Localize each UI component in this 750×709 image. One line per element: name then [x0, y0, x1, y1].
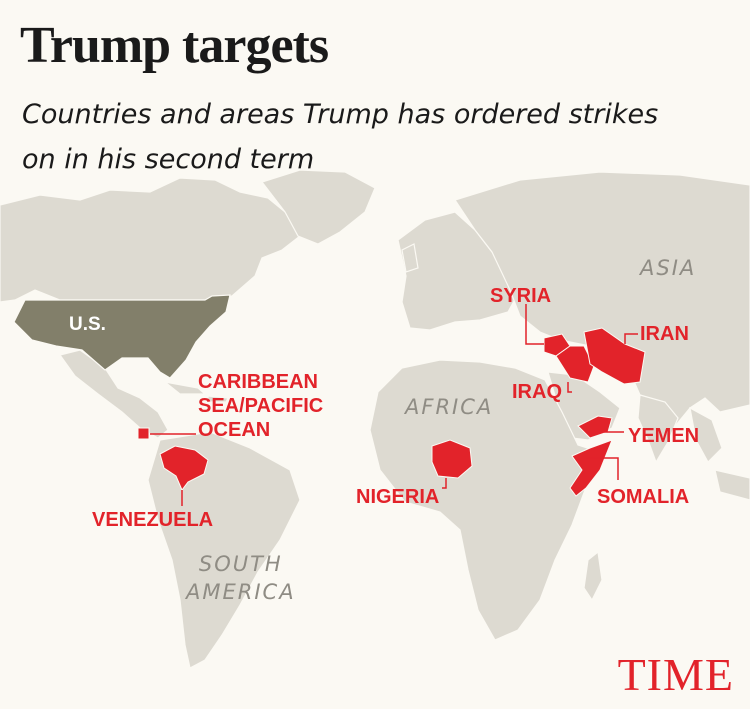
target-label-venezuela: VENEZUELA: [92, 509, 214, 531]
page-subtitle: Countries and areas Trump has ordered st…: [22, 99, 659, 175]
target-label-yemen: YEMEN: [628, 425, 700, 447]
region-label-south-america: SOUTH AMERICA: [186, 552, 296, 604]
iraq-leader: [567, 382, 572, 393]
target-label-nigeria: NIGERIA: [356, 486, 440, 508]
nigeria-shape: [431, 439, 473, 479]
land-greenland: [261, 169, 376, 245]
region-label-africa: AFRICA: [405, 395, 494, 419]
land-south-america: [147, 431, 301, 669]
target-label-iraq: IRAQ: [512, 381, 562, 403]
page-title: Trump targets: [20, 17, 329, 74]
land-caribbean: [164, 381, 229, 403]
time-logo: TIME: [617, 649, 734, 700]
us-shape: [13, 294, 231, 379]
land-europe: [397, 211, 521, 331]
us-label: U.S.: [69, 314, 106, 335]
target-label-caribbean: CARIBBEAN SEA/PACIFIC OCEAN: [198, 371, 324, 441]
target-label-somalia: SOMALIA: [597, 486, 690, 508]
iran-leader: [624, 333, 638, 344]
nigeria-leader: [442, 478, 447, 489]
iran-shape: [583, 327, 646, 385]
somalia-leader: [586, 457, 619, 480]
land-africa: [369, 359, 601, 641]
target-label-iran: IRAN: [640, 323, 689, 345]
somalia-shape: [569, 439, 613, 497]
land-madagascar: [583, 550, 603, 602]
venezuela-shape: [159, 445, 209, 491]
yemen-shape: [577, 415, 613, 439]
land-uk: [401, 243, 419, 273]
region-label-asia: ASIA: [640, 256, 697, 280]
syria-leader: [525, 304, 544, 345]
land-se-asia: [689, 406, 750, 501]
land-india: [637, 394, 679, 464]
target-label-syria: SYRIA: [490, 285, 552, 307]
land-north-america-north: [0, 177, 301, 303]
caribbean-marker: [137, 427, 150, 440]
